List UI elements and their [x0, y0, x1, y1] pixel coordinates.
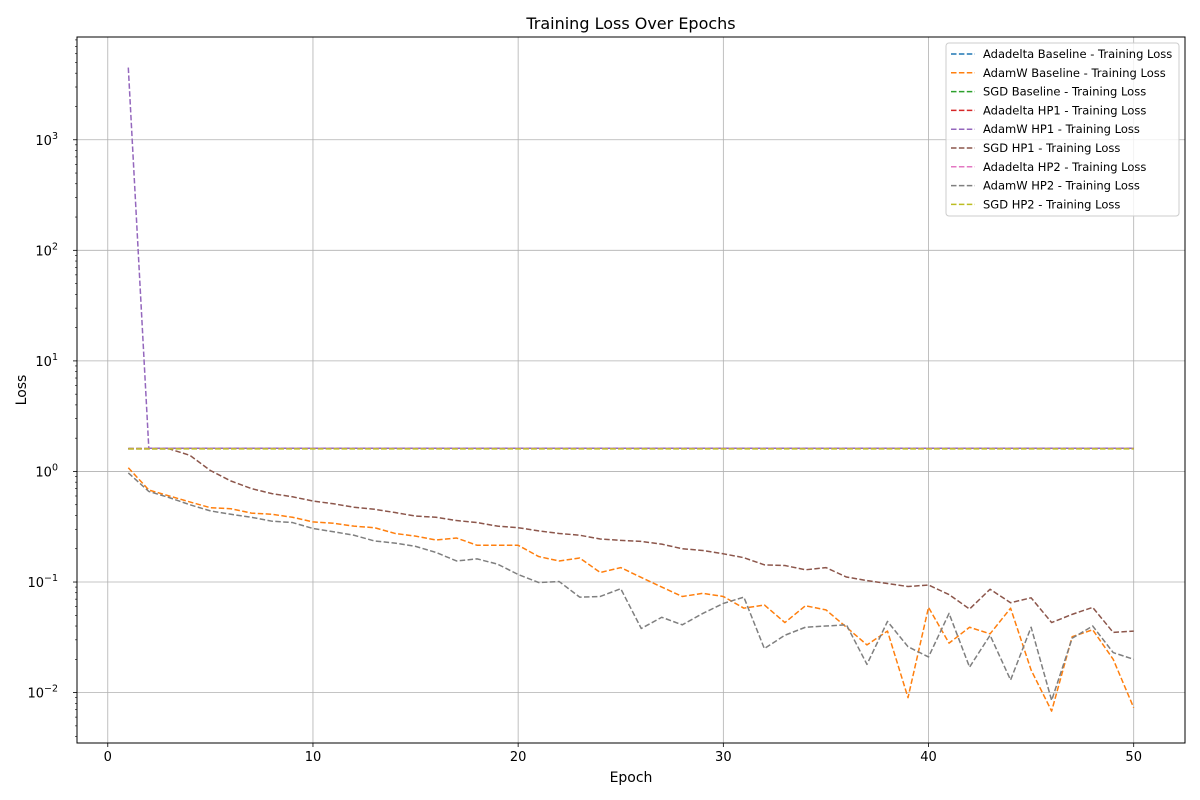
x-tick-label: 0 — [104, 750, 112, 765]
series-line — [128, 448, 1134, 634]
grid — [77, 37, 1185, 743]
legend-label: SGD HP1 - Training Loss — [983, 141, 1120, 155]
legend-label: SGD Baseline - Training Loss — [983, 85, 1146, 99]
legend-label: Adadelta HP2 - Training Loss — [983, 160, 1146, 174]
y-axis-label: Loss — [14, 375, 30, 406]
legend-label: AdamW HP1 - Training Loss — [983, 122, 1140, 136]
x-tick-label: 20 — [510, 750, 527, 765]
series-lines — [127, 67, 1135, 712]
x-tick-label: 30 — [715, 750, 732, 765]
x-tick-label: 10 — [305, 750, 322, 765]
legend-box — [945, 42, 1180, 217]
chart-title: Training Loss Over Epochs — [525, 14, 735, 33]
legend-label: Adadelta Baseline - Training Loss — [983, 47, 1172, 61]
legend-label: Adadelta HP1 - Training Loss — [983, 103, 1146, 117]
plot-frame — [76, 36, 1186, 744]
y-tick-label: 101 — [35, 352, 58, 370]
y-tick-label: 10−1 — [27, 573, 58, 591]
y-tick-label: 10−2 — [27, 684, 58, 702]
legend-label: AdamW Baseline - Training Loss — [983, 66, 1166, 80]
y-tick-label: 102 — [35, 241, 58, 259]
y-tick-label: 103 — [35, 131, 58, 149]
x-tick-label: 50 — [1125, 750, 1142, 765]
legend-label: AdamW HP2 - Training Loss — [983, 179, 1140, 193]
x-tick-label: 40 — [920, 750, 937, 765]
legend-label: SGD HP2 - Training Loss — [983, 197, 1120, 211]
y-tick-label: 100 — [35, 462, 58, 480]
legend: Adadelta Baseline - Training Loss AdamW B… — [945, 42, 1180, 217]
axis-ticks: 0 10 20 30 40 50 10−2 10−1 100 101 102 103 — [27, 39, 1142, 765]
x-axis-label: Epoch — [610, 770, 653, 786]
series-line — [127, 472, 1134, 702]
